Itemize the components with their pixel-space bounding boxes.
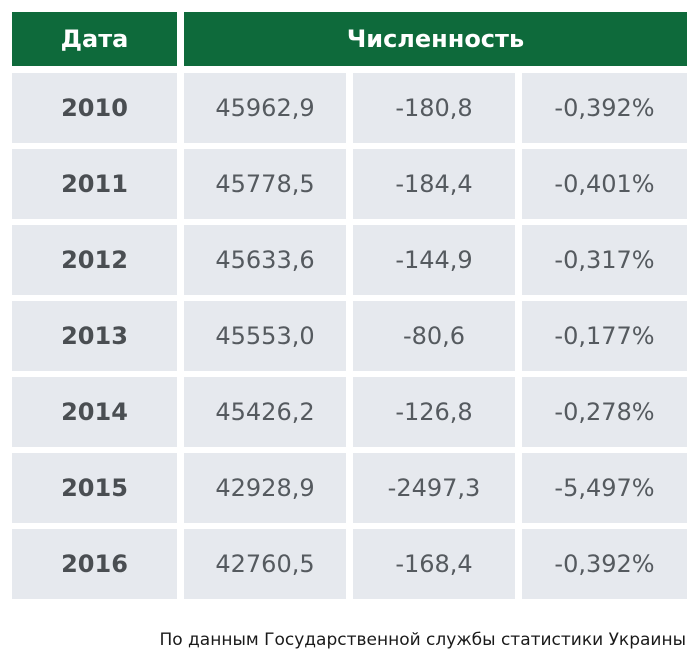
cell-year: 2010 [12, 73, 177, 143]
cell-change: -2497,3 [353, 453, 515, 523]
header-date: Дата [12, 12, 177, 66]
header-population: Численность [184, 12, 687, 66]
table-row: 2012 45633,6 -144,9 -0,317% [12, 225, 687, 295]
cell-change: -180,8 [353, 73, 515, 143]
cell-percent: -0,177% [522, 301, 687, 371]
cell-year: 2016 [12, 529, 177, 599]
cell-change: -80,6 [353, 301, 515, 371]
cell-population: 45962,9 [184, 73, 346, 143]
table-row: 2014 45426,2 -126,8 -0,278% [12, 377, 687, 447]
cell-percent: -0,317% [522, 225, 687, 295]
cell-percent: -0,401% [522, 149, 687, 219]
table-row: 2015 42928,9 -2497,3 -5,497% [12, 453, 687, 523]
cell-percent: -0,392% [522, 73, 687, 143]
cell-population: 42928,9 [184, 453, 346, 523]
cell-population: 42760,5 [184, 529, 346, 599]
cell-population: 45778,5 [184, 149, 346, 219]
source-note: По данным Государственной службы статист… [159, 630, 686, 650]
cell-population: 45426,2 [184, 377, 346, 447]
table-row: 2010 45962,9 -180,8 -0,392% [12, 73, 687, 143]
cell-year: 2015 [12, 453, 177, 523]
cell-population: 45553,0 [184, 301, 346, 371]
table-row: 2013 45553,0 -80,6 -0,177% [12, 301, 687, 371]
cell-change: -168,4 [353, 529, 515, 599]
cell-change: -184,4 [353, 149, 515, 219]
cell-percent: -5,497% [522, 453, 687, 523]
cell-percent: -0,392% [522, 529, 687, 599]
cell-change: -144,9 [353, 225, 515, 295]
cell-population: 45633,6 [184, 225, 346, 295]
cell-percent: -0,278% [522, 377, 687, 447]
cell-year: 2014 [12, 377, 177, 447]
table-row: 2011 45778,5 -184,4 -0,401% [12, 149, 687, 219]
cell-year: 2013 [12, 301, 177, 371]
cell-year: 2011 [12, 149, 177, 219]
cell-year: 2012 [12, 225, 177, 295]
cell-change: -126,8 [353, 377, 515, 447]
table-row: 2016 42760,5 -168,4 -0,392% [12, 529, 687, 599]
